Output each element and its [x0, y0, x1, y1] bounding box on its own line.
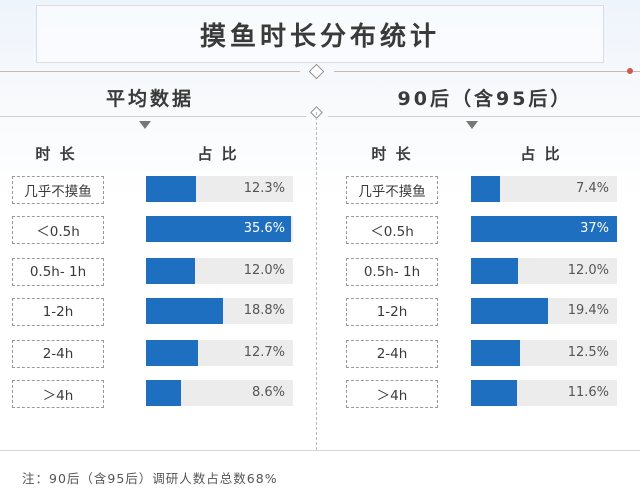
left-bar-value-label: 35.6%	[243, 221, 285, 236]
panel-right-rule	[328, 116, 640, 117]
chart-title: 摸鱼时长分布统计	[199, 21, 440, 52]
left-bar	[146, 258, 195, 284]
footer-note: 注：90后（含95后）调研人数占总数68%	[22, 471, 278, 486]
panel-right-arrow-icon	[466, 121, 478, 129]
left-bar-track: 35.6%	[146, 216, 293, 242]
panel-right-heading: 90后（含95后）	[397, 87, 573, 110]
title-banner: 摸鱼时长分布统计	[36, 5, 604, 63]
right-category-label: 0.5h- 1h	[346, 258, 438, 286]
left-bar	[146, 216, 291, 242]
right-bar-value-label: 12.5%	[567, 345, 609, 360]
left-category-label: 2-4h	[12, 340, 104, 368]
panel-left-rule	[0, 116, 306, 117]
right-bar	[471, 298, 548, 324]
right-category-label: 几乎不摸鱼	[346, 176, 438, 204]
left-category-label: ＞4h	[12, 380, 104, 408]
right-bar-value-label: 12.0%	[567, 263, 609, 278]
left-bar-track: 8.6%	[146, 380, 293, 406]
right-bar-value-label: 37%	[580, 221, 609, 236]
right-bar-value-label: 7.4%	[575, 181, 609, 196]
right-category-label: 1-2h	[346, 298, 438, 326]
footer-rule	[0, 450, 640, 451]
right-bar-track: 11.6%	[471, 380, 617, 406]
left-category-label: 1-2h	[12, 298, 104, 326]
left-bar-value-label: 12.7%	[243, 345, 285, 360]
right-bar	[471, 176, 500, 202]
left-bar-value-label: 12.3%	[243, 181, 285, 196]
divider-diamond-icon	[308, 63, 325, 80]
left-bar-track: 12.0%	[146, 258, 293, 284]
left-bar	[146, 340, 198, 366]
right-category-label: ＞4h	[346, 380, 438, 408]
left-category-label: 几乎不摸鱼	[12, 176, 104, 204]
panel-left-arrow-icon	[139, 121, 151, 129]
right-col-duration-header: 时 长	[371, 145, 413, 163]
corner-dot-icon	[627, 68, 633, 74]
right-bar	[471, 380, 517, 406]
left-col-share-header: 占 比	[197, 145, 239, 163]
right-bar-track: 12.5%	[471, 340, 617, 366]
left-bar	[146, 298, 223, 324]
right-bar-track: 37%	[471, 216, 617, 242]
left-bar	[146, 176, 196, 202]
right-category-label: ＜0.5h	[346, 216, 438, 244]
right-bar-track: 12.0%	[471, 258, 617, 284]
right-bar	[471, 216, 617, 242]
right-bar	[471, 340, 520, 366]
left-bar-track: 12.3%	[146, 176, 293, 202]
left-col-duration-header: 时 长	[35, 145, 77, 163]
right-col-share-header: 占 比	[520, 145, 562, 163]
left-divider	[0, 71, 300, 72]
right-bar-track: 19.4%	[471, 298, 617, 324]
right-bar-value-label: 11.6%	[567, 385, 609, 400]
left-bar-track: 12.7%	[146, 340, 293, 366]
right-bar-track: 7.4%	[471, 176, 617, 202]
panel-separator	[316, 112, 317, 450]
panel-left-heading: 平均数据	[105, 87, 194, 110]
left-category-label: ＜0.5h	[12, 216, 104, 244]
left-category-label: 0.5h- 1h	[12, 258, 104, 286]
left-bar-track: 18.8%	[146, 298, 293, 324]
left-bar-value-label: 18.8%	[243, 303, 285, 318]
left-bar-value-label: 12.0%	[243, 263, 285, 278]
right-bar-value-label: 19.4%	[567, 303, 609, 318]
right-divider	[334, 71, 640, 72]
right-bar	[471, 258, 518, 284]
left-bar	[146, 380, 181, 406]
left-bar-value-label: 8.6%	[251, 385, 285, 400]
right-category-label: 2-4h	[346, 340, 438, 368]
